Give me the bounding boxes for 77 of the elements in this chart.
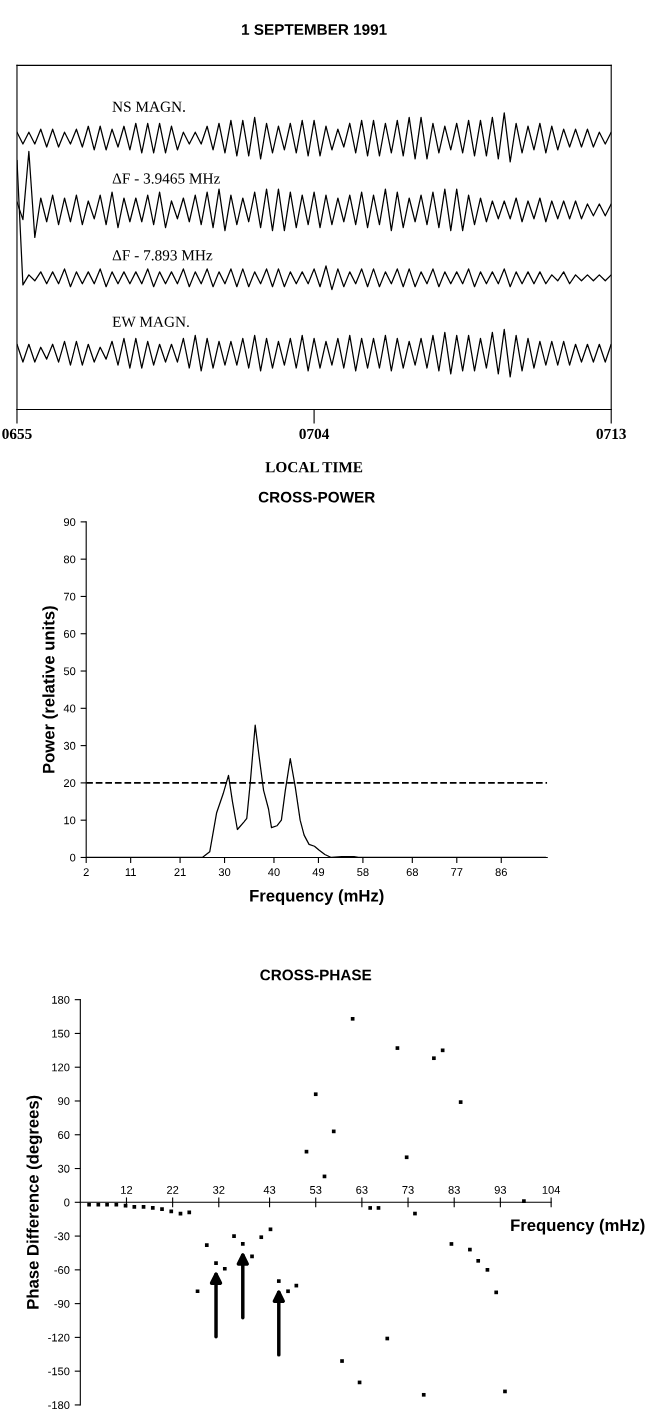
series-label: EW MAGN. (112, 316, 189, 328)
y-tick-label: 0 (70, 853, 76, 862)
y-tick-label: 50 (63, 667, 76, 676)
x-tick-label: 22 (167, 1185, 179, 1194)
point (276, 1279, 281, 1283)
point (160, 1207, 164, 1211)
point (204, 1243, 209, 1247)
x-tick-label: 43 (263, 1185, 276, 1194)
series-label: ΔF - 3.9465 MHz (112, 173, 220, 184)
point (313, 1092, 318, 1097)
x-tick-label: 30 (218, 868, 231, 877)
x-tick-label: 21 (174, 868, 186, 876)
point (240, 1242, 245, 1246)
x-tick-label: 77 (451, 868, 463, 876)
y-tick-label: 60 (58, 1131, 70, 1139)
x-tick-label: 2 (83, 868, 89, 876)
y-tick-label: 80 (63, 555, 76, 564)
x-tick-label: 40 (268, 868, 280, 877)
x-tick-label: 73 (402, 1185, 414, 1194)
y-tick-label: 30 (57, 1164, 70, 1173)
y-tick-label: 90 (63, 518, 76, 527)
y-tick-label: 70 (63, 592, 76, 601)
point (132, 1204, 137, 1209)
y-tick-label: 30 (63, 741, 76, 750)
x-tick-label: 12 (121, 1185, 133, 1194)
x-tick-label: 58 (357, 868, 369, 877)
y-tick-label: 60 (63, 630, 76, 638)
x-tick-label: 32 (213, 1185, 225, 1194)
x-tick-label: 53 (309, 1185, 322, 1194)
point (340, 1359, 344, 1363)
x-axis-title: LOCAL TIME (265, 462, 363, 473)
point (368, 1206, 373, 1210)
point (476, 1259, 481, 1263)
y-tick-label: -120 (48, 1333, 70, 1342)
point (421, 1392, 426, 1397)
y-tick-label: 0 (64, 1198, 70, 1207)
y-tick-label: 10 (64, 816, 76, 825)
chart-title: CROSS-POWER (258, 491, 375, 503)
y-axis-title: Power (relative units) (42, 606, 58, 773)
x-tick-label: 104 (542, 1185, 561, 1194)
point (286, 1289, 290, 1294)
y-axis-title: Phase Difference (degrees) (26, 1095, 43, 1309)
chart-title: 1 SEPTEMBER 1991 (242, 24, 387, 36)
x-tick-label: 11 (125, 868, 136, 876)
x-tick-label: 0713 (596, 428, 626, 440)
y-tick-label: -180 (48, 1401, 70, 1410)
y-tick-label: 90 (58, 1097, 70, 1106)
point (259, 1235, 264, 1240)
y-tick-label: 40 (63, 704, 76, 713)
series-label: NS MAGN. (112, 101, 185, 112)
x-tick-label: 83 (448, 1185, 460, 1194)
x-tick-label: 0704 (299, 428, 330, 440)
y-tick-label: -90 (54, 1299, 70, 1308)
point (169, 1209, 174, 1214)
point (150, 1206, 155, 1210)
x-tick-label: 93 (494, 1185, 507, 1194)
y-tick-label: 120 (52, 1063, 70, 1072)
point (214, 1261, 218, 1265)
x-tick-label: 68 (406, 868, 419, 877)
point (222, 1266, 227, 1271)
x-tick-label: 49 (312, 868, 325, 877)
chart-title: CROSS-PHASE (260, 969, 372, 981)
x-axis-title: Frequency (mHz) (250, 889, 384, 905)
y-tick-label: 20 (63, 779, 76, 788)
x-tick-label: 63 (356, 1185, 368, 1194)
y-tick-label: -30 (54, 1232, 70, 1241)
y-tick-label: 150 (52, 1029, 70, 1038)
series-label: ΔF - 7.893 MHz (112, 250, 213, 261)
y-tick-label: -150 (48, 1367, 70, 1376)
point (232, 1234, 236, 1238)
x-tick-label: 0655 (2, 428, 32, 440)
point (250, 1254, 254, 1259)
y-tick-label: -60 (54, 1266, 70, 1274)
x-axis-title: Frequency (mHz) (511, 1218, 645, 1235)
point (432, 1056, 436, 1061)
y-tick-label: 180 (52, 995, 70, 1004)
x-tick-label: 86 (495, 868, 507, 877)
